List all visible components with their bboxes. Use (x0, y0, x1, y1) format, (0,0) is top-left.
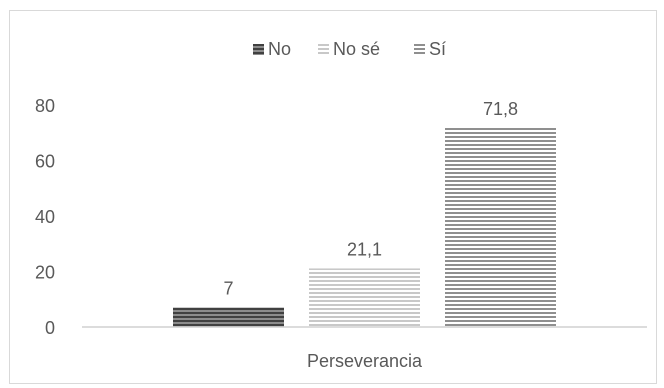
legend-swatch-no (253, 44, 264, 55)
legend-label-no: No (268, 39, 291, 59)
bar (173, 307, 284, 327)
y-tick-label: 0 (45, 318, 55, 338)
bar (445, 127, 556, 327)
legend: No No sé Sí (253, 39, 446, 59)
x-axis: Perseverancia (307, 351, 423, 371)
y-tick-label: 40 (35, 207, 55, 227)
data-labels: 7 21,1 71,8 (223, 99, 518, 299)
y-tick-label: 60 (35, 152, 55, 172)
x-tick-label: Perseverancia (307, 351, 423, 371)
bar (309, 268, 420, 327)
y-axis: 0 20 40 60 80 (35, 96, 55, 338)
legend-item-si: Sí (414, 39, 446, 59)
data-label: 71,8 (483, 99, 518, 119)
legend-item-no-se: No sé (318, 39, 380, 59)
y-tick-label: 80 (35, 96, 55, 116)
legend-item-no: No (253, 39, 291, 59)
y-tick-label: 20 (35, 263, 55, 283)
data-label: 21,1 (347, 239, 382, 259)
data-label: 7 (223, 279, 233, 299)
legend-swatch-no-se (318, 44, 329, 55)
legend-label-no-se: No sé (333, 39, 380, 59)
legend-label-si: Sí (429, 39, 446, 59)
bars (173, 127, 556, 327)
legend-swatch-si (414, 44, 425, 55)
